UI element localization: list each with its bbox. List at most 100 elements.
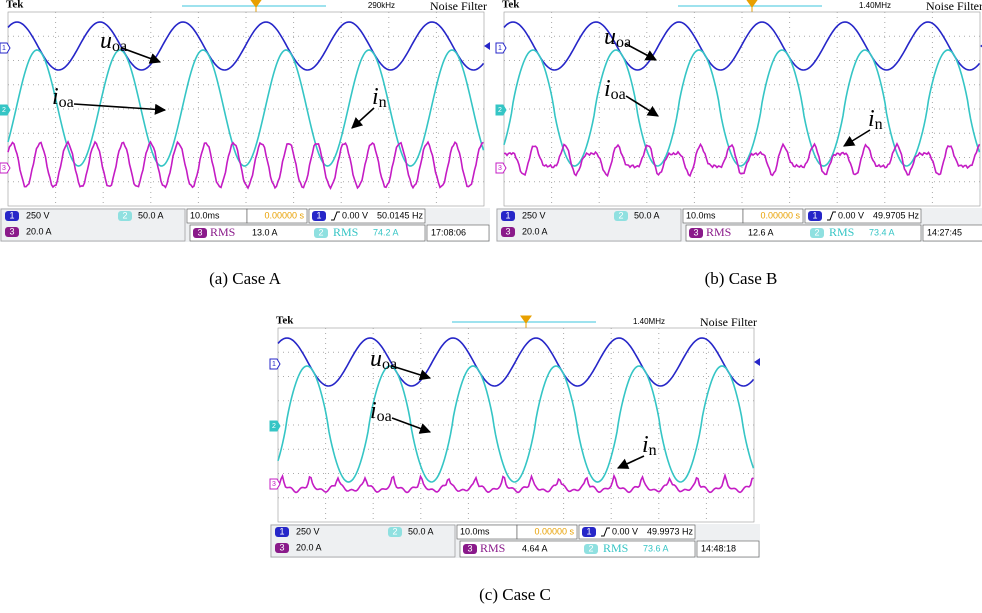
label-in-sub: n [649,442,657,459]
timebase: 10.0ms [190,210,220,220]
channel-number: 1 [505,210,510,220]
filter: Noise Filter [926,0,982,13]
label-ioa-main: i [52,84,59,110]
caption: (c) Case C [479,585,551,604]
ch1-scale: 250 V [26,210,50,220]
trigger-level: 0.00 V [838,210,864,220]
label-in-main: i [372,84,379,110]
label-ioa-main: i [604,76,611,102]
channel-number: 3 [498,165,502,172]
channel-number: 3 [272,481,276,488]
channel-number: 2 [272,423,276,430]
screen [278,328,754,522]
bandwidth: 1.40MHz [859,1,891,10]
rms-label: RMS [706,225,731,239]
ch2-rms: 73.4 A [869,227,895,237]
frequency: 49.9705 Hz [873,210,920,220]
screen [504,12,980,206]
channel-number: 1 [2,45,6,52]
ch2-scale: 50.0 A [634,210,660,220]
channel-number: 1 [586,526,591,536]
filter: Noise Filter [430,0,487,13]
channel-number: 1 [279,526,284,536]
delay: 0.00000 s [264,210,304,220]
brand: Tek [502,0,520,11]
channel-number: 2 [2,107,6,114]
ch3-scale: 20.0 A [296,542,322,552]
brand: Tek [276,315,294,327]
ch3-rms: 4.64 A [522,543,548,553]
frequency: 49.9973 Hz [647,526,694,536]
ch2-rms: 73.6 A [643,543,669,553]
scope-panel: Tek290kHzNoise Filter123uoaioain1250 V25… [0,0,490,288]
ch3-scale: 20.0 A [26,226,52,236]
label-uoa-sub: oa [616,34,631,51]
channel-number: 1 [498,45,502,52]
channel-number: 3 [2,165,6,172]
bandwidth: 1.40MHz [633,317,665,326]
channel-number: 3 [505,226,510,236]
channel-number: 2 [588,543,593,553]
rms-label: RMS [480,541,505,555]
timebase: 10.0ms [686,210,716,220]
caption: (a) Case A [209,269,281,288]
label-uoa-main: u [100,28,112,54]
label-in-main: i [868,106,875,132]
frequency: 50.0145 Hz [377,210,424,220]
label-uoa-main: u [370,346,382,372]
ch3-rms: 12.6 A [748,227,774,237]
label-in-sub: n [875,116,883,133]
bandwidth: 290kHz [368,1,395,10]
channel-number: 3 [467,543,472,553]
channel-number: 1 [9,210,14,220]
label-in-main: i [642,432,649,458]
label-ioa-sub: oa [59,94,74,111]
label-in-sub: n [379,94,387,111]
channel-number: 2 [618,210,623,220]
rms-label: RMS [333,225,358,239]
channel-number: 3 [279,542,284,552]
timebase: 10.0ms [460,526,490,536]
ch2-scale: 50.0 A [408,526,434,536]
label-ioa-sub: oa [377,408,392,425]
channel-number: 1 [812,210,817,220]
trigger-level: 0.00 V [612,526,638,536]
label-uoa-sub: oa [112,38,127,55]
label-uoa-main: u [604,24,616,50]
trigger-level: 0.00 V [342,210,368,220]
channel-number: 3 [9,226,14,236]
ch3-scale: 20.0 A [522,226,548,236]
ch3-rms: 13.0 A [252,227,278,237]
delay: 0.00000 s [534,526,574,536]
rms-label: RMS [210,225,235,239]
ch1-edge-marker [754,358,760,366]
figure: Tek290kHzNoise Filter123uoaioain1250 V25… [0,0,982,613]
channel-number: 2 [814,227,819,237]
channel-number: 2 [122,210,127,220]
ch1-scale: 250 V [522,210,546,220]
ch2-scale: 50.0 A [138,210,164,220]
screen [8,12,484,206]
channel-number: 1 [272,361,276,368]
label-ioa-main: i [370,398,377,424]
ch1-scale: 250 V [296,526,320,536]
rms-label: RMS [603,541,628,555]
label-ioa-sub: oa [611,86,626,103]
brand: Tek [6,0,24,11]
delay: 0.00000 s [760,210,800,220]
clock: 17:08:06 [431,227,466,237]
channel-number: 3 [693,227,698,237]
ch1-edge-marker [484,42,490,50]
channel-number: 1 [316,210,321,220]
filter: Noise Filter [700,315,757,329]
channel-number: 3 [197,227,202,237]
clock: 14:48:18 [701,543,736,553]
rms-label: RMS [829,225,854,239]
ch2-rms: 74.2 A [373,227,399,237]
channel-number: 2 [498,107,502,114]
channel-number: 2 [318,227,323,237]
caption: (b) Case B [705,269,778,288]
clock: 14:27:45 [927,227,962,237]
